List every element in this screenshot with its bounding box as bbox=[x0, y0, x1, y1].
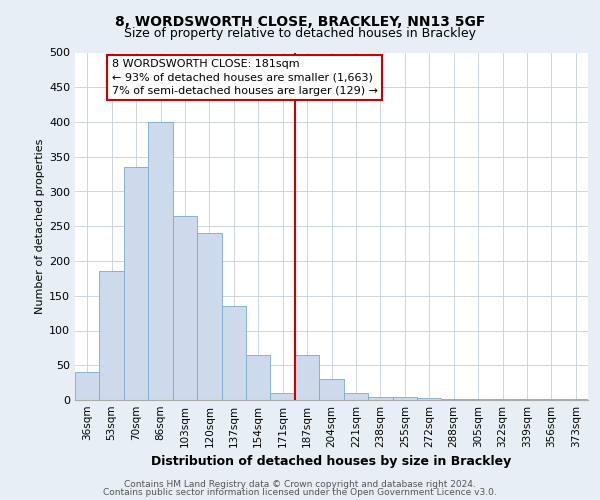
Text: Size of property relative to detached houses in Brackley: Size of property relative to detached ho… bbox=[124, 28, 476, 40]
Text: Contains HM Land Registry data © Crown copyright and database right 2024.: Contains HM Land Registry data © Crown c… bbox=[124, 480, 476, 489]
Bar bbox=[442, 398, 466, 400]
Bar bbox=[319, 379, 344, 400]
Text: 8 WORDSWORTH CLOSE: 181sqm
← 93% of detached houses are smaller (1,663)
7% of se: 8 WORDSWORTH CLOSE: 181sqm ← 93% of deta… bbox=[112, 60, 377, 96]
Text: Contains public sector information licensed under the Open Government Licence v3: Contains public sector information licen… bbox=[103, 488, 497, 497]
Bar bbox=[100, 272, 124, 400]
Bar bbox=[148, 122, 173, 400]
Bar bbox=[344, 393, 368, 400]
Bar bbox=[368, 396, 392, 400]
X-axis label: Distribution of detached houses by size in Brackley: Distribution of detached houses by size … bbox=[151, 456, 512, 468]
Text: 8, WORDSWORTH CLOSE, BRACKLEY, NN13 5GF: 8, WORDSWORTH CLOSE, BRACKLEY, NN13 5GF bbox=[115, 15, 485, 29]
Bar bbox=[417, 398, 442, 400]
Bar bbox=[173, 216, 197, 400]
Bar bbox=[124, 167, 148, 400]
Y-axis label: Number of detached properties: Number of detached properties bbox=[35, 138, 45, 314]
Bar bbox=[221, 306, 246, 400]
Bar bbox=[246, 355, 271, 400]
Bar bbox=[392, 396, 417, 400]
Bar bbox=[197, 233, 221, 400]
Bar bbox=[563, 398, 588, 400]
Bar bbox=[75, 372, 100, 400]
Bar bbox=[271, 393, 295, 400]
Bar bbox=[295, 355, 319, 400]
